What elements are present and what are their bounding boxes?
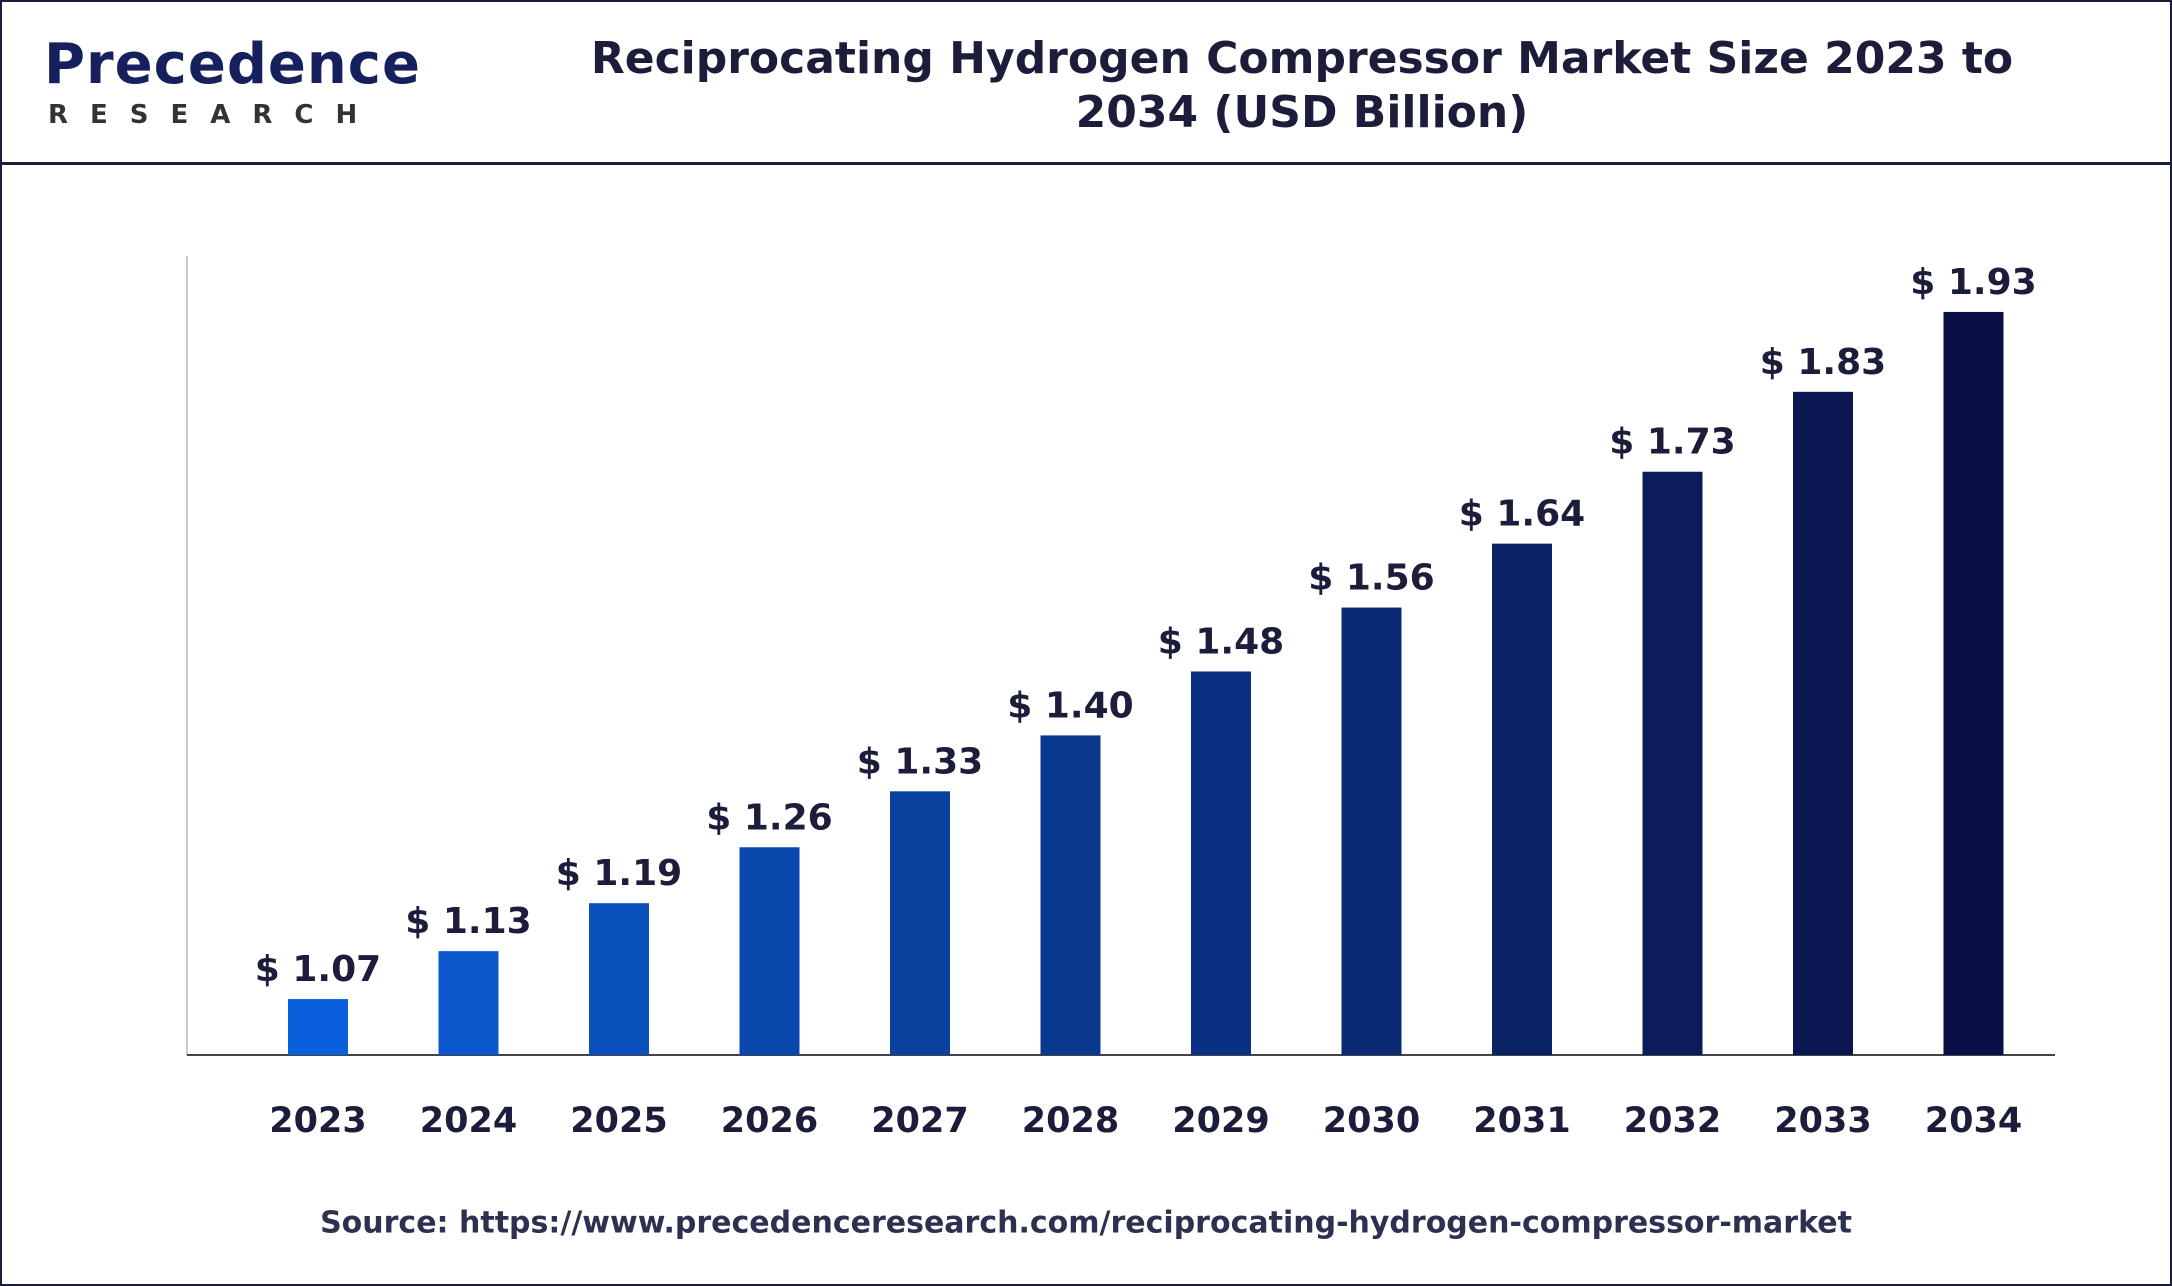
bar bbox=[1943, 311, 2004, 1055]
x-tick-label: 2026 bbox=[721, 1101, 818, 1141]
x-tick-label: 2029 bbox=[1172, 1101, 1269, 1141]
bar bbox=[589, 903, 649, 1055]
x-tick-label: 2027 bbox=[871, 1101, 968, 1141]
bar bbox=[739, 847, 800, 1055]
bar bbox=[1793, 391, 1853, 1056]
bar bbox=[438, 951, 499, 1055]
x-tick-label: 2031 bbox=[1473, 1101, 1570, 1141]
value-label: $ 1.73 bbox=[1609, 422, 1735, 463]
value-label: $ 1.83 bbox=[1760, 342, 1886, 383]
logo-tagline: RESEARCH bbox=[48, 100, 380, 130]
x-tick-label: 2034 bbox=[1925, 1101, 2022, 1141]
header: Precedence RESEARCH Reciprocating Hydrog… bbox=[2, 2, 2170, 165]
value-label: $ 1.64 bbox=[1459, 494, 1585, 535]
x-tick-label: 2028 bbox=[1022, 1101, 1119, 1141]
x-tick-label: 2023 bbox=[269, 1101, 366, 1141]
x-tick-label: 2030 bbox=[1323, 1101, 1420, 1141]
value-label: $ 1.19 bbox=[556, 853, 682, 894]
bar bbox=[1492, 543, 1552, 1055]
chart-title: Reciprocating Hydrogen Compressor Market… bbox=[590, 33, 2014, 138]
x-tick-label: 2033 bbox=[1774, 1101, 1871, 1141]
value-label: $ 1.07 bbox=[255, 949, 381, 990]
value-label: $ 1.93 bbox=[1910, 262, 2036, 303]
x-tick-label: 2024 bbox=[420, 1101, 517, 1141]
bar bbox=[288, 999, 348, 1055]
x-tick-label: 2032 bbox=[1624, 1101, 1721, 1141]
bar bbox=[1642, 471, 1703, 1056]
value-label: $ 1.56 bbox=[1308, 558, 1434, 599]
source: Source: https://www.precedenceresearch.c… bbox=[320, 1206, 1852, 1241]
bar bbox=[1040, 735, 1101, 1055]
value-label: $ 1.40 bbox=[1007, 685, 1133, 726]
x-tick-label: 2025 bbox=[570, 1101, 667, 1141]
bar bbox=[1341, 607, 1402, 1055]
bar bbox=[890, 791, 950, 1055]
value-label: $ 1.13 bbox=[405, 901, 531, 942]
bar bbox=[1191, 671, 1251, 1055]
value-label: $ 1.26 bbox=[706, 797, 832, 838]
value-label: $ 1.33 bbox=[857, 741, 983, 782]
value-label: $ 1.48 bbox=[1158, 621, 1284, 662]
logo-name: Precedence bbox=[44, 32, 421, 97]
